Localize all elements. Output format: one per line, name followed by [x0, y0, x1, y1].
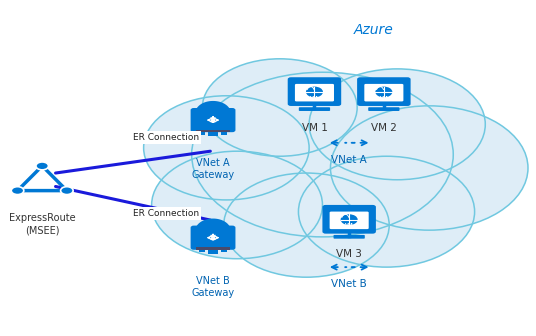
FancyBboxPatch shape	[333, 235, 365, 239]
FancyBboxPatch shape	[368, 107, 399, 111]
Text: ExpressRoute
(MSEE): ExpressRoute (MSEE)	[9, 213, 76, 236]
Circle shape	[203, 59, 357, 156]
Text: VNet B
Gateway: VNet B Gateway	[191, 276, 235, 298]
Text: ER Connection: ER Connection	[133, 133, 199, 142]
Circle shape	[306, 87, 323, 97]
Circle shape	[309, 69, 485, 180]
FancyBboxPatch shape	[221, 249, 227, 252]
FancyBboxPatch shape	[330, 212, 369, 229]
Circle shape	[375, 87, 392, 97]
FancyBboxPatch shape	[199, 249, 205, 252]
Circle shape	[331, 106, 528, 230]
FancyBboxPatch shape	[299, 107, 330, 111]
Circle shape	[61, 187, 73, 195]
Text: VNet A: VNet A	[331, 155, 367, 165]
Text: VNet A
Gateway: VNet A Gateway	[191, 158, 235, 180]
FancyBboxPatch shape	[199, 131, 205, 135]
Circle shape	[36, 162, 48, 170]
FancyBboxPatch shape	[196, 130, 230, 132]
Text: VM: VM	[379, 95, 388, 100]
Circle shape	[353, 142, 356, 144]
Text: VM 1: VM 1	[302, 123, 327, 133]
FancyBboxPatch shape	[364, 84, 404, 101]
Circle shape	[144, 96, 309, 200]
Text: ER Connection: ER Connection	[133, 209, 199, 218]
FancyBboxPatch shape	[209, 131, 218, 136]
FancyBboxPatch shape	[221, 131, 227, 135]
FancyBboxPatch shape	[191, 225, 235, 250]
FancyBboxPatch shape	[357, 77, 411, 106]
Circle shape	[192, 72, 453, 237]
Circle shape	[353, 266, 356, 268]
Text: VM 3: VM 3	[336, 249, 362, 259]
Circle shape	[224, 173, 389, 277]
FancyBboxPatch shape	[323, 205, 376, 234]
Text: Azure: Azure	[353, 23, 393, 37]
Circle shape	[351, 266, 354, 268]
FancyBboxPatch shape	[191, 108, 235, 132]
Circle shape	[299, 156, 474, 267]
Circle shape	[341, 214, 358, 225]
Circle shape	[152, 151, 323, 259]
Text: VM: VM	[310, 95, 319, 100]
Circle shape	[344, 142, 347, 144]
Circle shape	[344, 266, 347, 268]
Text: VNet B: VNet B	[331, 279, 367, 289]
FancyBboxPatch shape	[196, 247, 230, 250]
Text: VM: VM	[345, 223, 354, 228]
FancyBboxPatch shape	[209, 248, 218, 254]
FancyBboxPatch shape	[288, 77, 341, 106]
Circle shape	[11, 187, 24, 195]
Text: VM 2: VM 2	[371, 123, 397, 133]
Circle shape	[351, 142, 354, 144]
FancyBboxPatch shape	[295, 84, 334, 101]
